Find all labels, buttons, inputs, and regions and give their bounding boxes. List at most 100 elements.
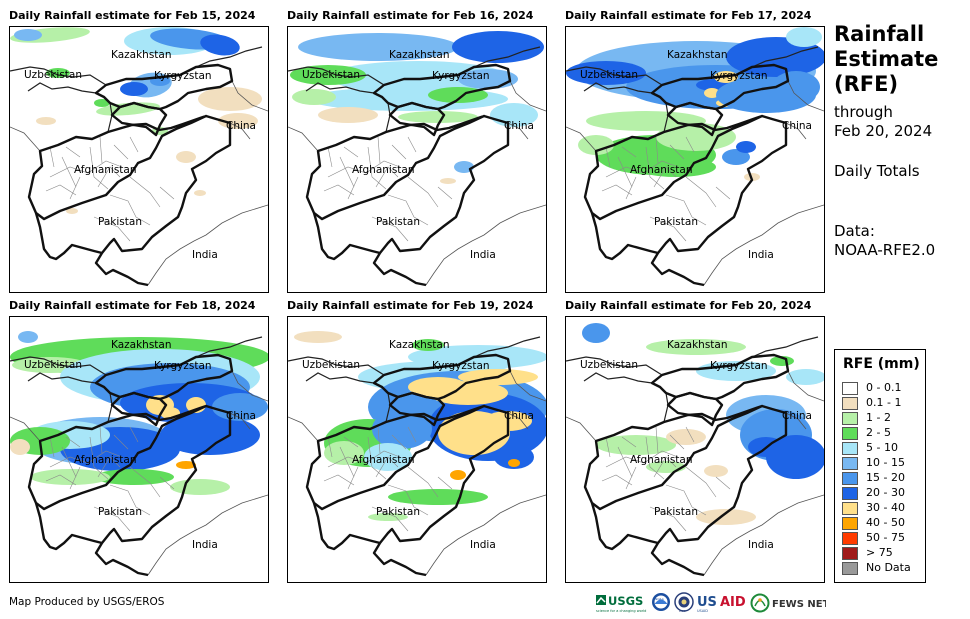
country-label-china: China (504, 410, 534, 422)
turkmenistan-border (566, 126, 597, 152)
pakistan-outline-east (372, 114, 510, 287)
legend-label: 5 - 10 (866, 441, 898, 454)
country-label-kazakhstan: Kazakhstan (111, 49, 172, 61)
pakistan-outline-east (650, 114, 788, 287)
pakistan-outline-west (34, 212, 103, 261)
legend-label: 0 - 0.1 (866, 381, 902, 394)
rainfall-area (170, 479, 230, 495)
legend-label: 1 - 2 (866, 411, 891, 424)
rainfall-area (508, 459, 520, 467)
country-label-pakistan: Pakistan (376, 506, 420, 518)
country-label-india: India (748, 539, 774, 551)
tajikistan-outline (110, 101, 168, 137)
afghanistan-province-borders (323, 426, 417, 490)
country-label-uzbekistan: Uzbekistan (580, 69, 638, 81)
logo-text: USAID (697, 609, 708, 613)
afghanistan-province-borders (601, 426, 695, 490)
china-border (785, 370, 824, 430)
rainfall-area (290, 65, 366, 85)
panel-title: Daily Rainfall estimate for Feb 16, 2024 (287, 9, 534, 22)
country-label-pakistan: Pakistan (654, 506, 698, 518)
through-date: Feb 20, 2024 (834, 122, 933, 140)
rainfall-area (176, 151, 196, 163)
country-label-kazakhstan: Kazakhstan (111, 339, 172, 351)
legend-swatch (842, 472, 858, 485)
legend-label: 50 - 75 (866, 531, 905, 544)
rainfall-area (454, 161, 474, 173)
kazakhstan-border (288, 336, 541, 376)
turkmenistan-border (10, 416, 41, 442)
country-label-kyrgyzstan: Kyrgyzstan (154, 70, 212, 82)
state-department-logo: DOS (674, 592, 694, 613)
svg-text:AID: AID (720, 595, 746, 610)
afghanistan-pakistan-border (615, 412, 748, 502)
rainfall-layer (290, 31, 544, 184)
legend-swatch (842, 412, 858, 425)
india-border (703, 494, 824, 576)
country-label-uzbekistan: Uzbekistan (580, 359, 638, 371)
rainfall-area (786, 27, 822, 47)
rainfall-area (696, 509, 756, 525)
china-border (785, 80, 824, 140)
pakistan-outline-west (34, 502, 103, 551)
usgs-logo: USGS science for a changing world (596, 594, 646, 613)
india-border (425, 494, 546, 576)
country-label-kazakhstan: Kazakhstan (389, 49, 450, 61)
panel-title: Daily Rainfall estimate for Feb 18, 2024 (9, 299, 256, 312)
uzbekistan-border (305, 372, 391, 423)
country-label-uzbekistan: Uzbekistan (24, 359, 82, 371)
rainfall-area (494, 445, 534, 469)
legend-title: RFE (mm) (843, 356, 920, 372)
india-border (147, 204, 268, 286)
legend-label: 2 - 5 (866, 426, 891, 439)
tajikistan-outline (110, 391, 168, 427)
map-svg: Kazakhstan Uzbekistan Kyrgyzstan China Afgha… (288, 31, 546, 287)
rainfall-area (194, 190, 206, 196)
uzbekistan-border (27, 372, 113, 423)
china-border (229, 370, 268, 430)
logo-text: DOS (679, 609, 686, 613)
rainfall-area (578, 135, 614, 155)
tajikistan-outline (666, 101, 724, 137)
country-label-kyrgyzstan: Kyrgyzstan (432, 360, 490, 372)
logo-text: NOAA (655, 597, 665, 601)
rainfall-area (198, 87, 262, 111)
rainfall-area (770, 356, 794, 366)
map-credit: Map Produced by USGS/EROS (9, 596, 165, 608)
rainfall-map: Kazakhstan Uzbekistan Kyrgyzstan China Afgha… (565, 26, 825, 293)
rainfall-area (292, 89, 336, 105)
country-label-uzbekistan: Uzbekistan (302, 359, 360, 371)
country-label-kazakhstan: Kazakhstan (389, 339, 450, 351)
turkmenistan-border (566, 416, 597, 442)
panel-title: Daily Rainfall estimate for Feb 15, 2024 (9, 9, 256, 22)
rainfall-area (94, 469, 174, 485)
title-line-1: Rainfall (834, 22, 925, 46)
title-line-3: (RFE) (834, 72, 899, 96)
legend-swatch (842, 547, 858, 560)
through-label: through (834, 103, 893, 121)
map-svg: Kazakhstan Uzbekistan Kyrgyzstan China Afgha… (288, 331, 546, 577)
rainfall-area (18, 331, 38, 343)
afghanistan-pakistan-border (59, 122, 192, 212)
logos-svg: USGS science for a changing world NOAA D… (596, 592, 830, 613)
kazakhstan-border (566, 336, 819, 376)
country-label-india: India (192, 249, 218, 261)
title-block: Rainfall Estimate (RFE) through Feb 20, … (834, 22, 964, 260)
rainfall-area (582, 323, 610, 343)
map-svg: Kazakhstan Uzbekistan Kyrgyzstan China Afgha… (566, 323, 824, 577)
legend: RFE (mm) 0 - 0.1 0.1 - 1 1 - 2 2 - 5 5 -… (834, 349, 926, 583)
rainfall-area (328, 61, 508, 93)
country-label-kyrgyzstan: Kyrgyzstan (154, 360, 212, 372)
rainfall-area (30, 469, 110, 485)
kazakhstan-border (10, 336, 263, 376)
pakistan-province-borders (93, 176, 175, 242)
fews-net-logo: FEWS NET (750, 593, 830, 613)
country-label-kyrgyzstan: Kyrgyzstan (710, 360, 768, 372)
pakistan-province-borders (371, 176, 453, 242)
rainfall-area (704, 465, 728, 477)
country-label-china: China (504, 120, 534, 132)
country-label-afghanistan: Afghanistan (352, 454, 415, 466)
map-svg: Kazakhstan Uzbekistan Kyrgyzstan China Afgha… (10, 27, 268, 287)
pakistan-outline-east (94, 404, 232, 577)
legend-swatch (842, 397, 858, 410)
